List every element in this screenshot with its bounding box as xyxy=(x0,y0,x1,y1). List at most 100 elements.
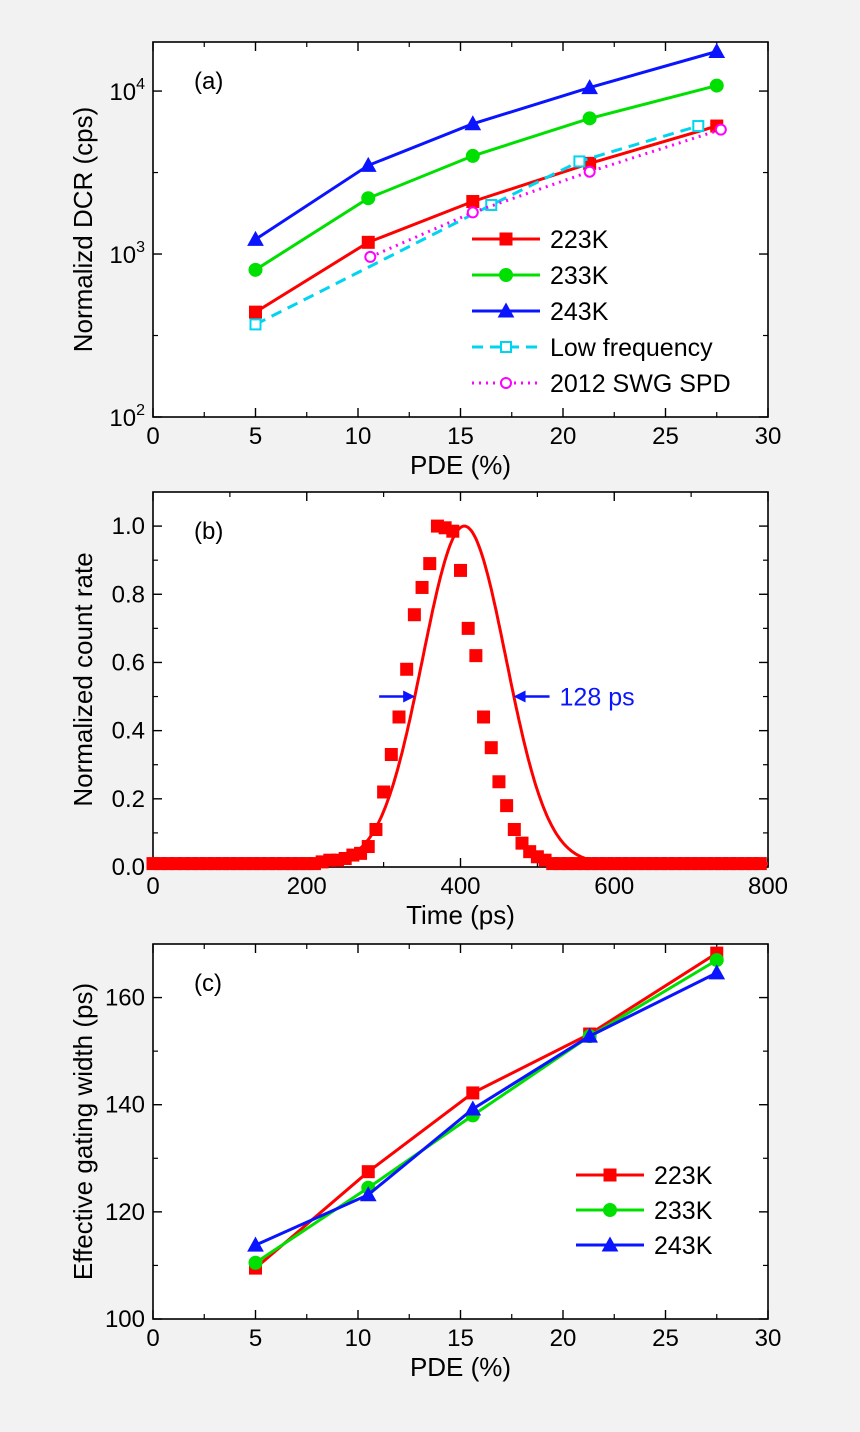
series-243k-point xyxy=(708,42,726,58)
x-tick-label: 5 xyxy=(249,1325,262,1352)
y-axis-label: Effective gating width (ps) xyxy=(68,983,98,1280)
x-tick-label: 600 xyxy=(594,873,634,900)
plot-frame xyxy=(152,943,769,1320)
x-tick-label: 200 xyxy=(287,873,327,900)
series-233k-point xyxy=(709,78,724,93)
x-tick-label: 0 xyxy=(146,423,159,450)
x-tick-label: 20 xyxy=(550,1325,577,1352)
x-tick-label: 25 xyxy=(652,423,679,450)
y-tick-label: 0.6 xyxy=(112,649,145,676)
x-tick-label: 15 xyxy=(447,423,474,450)
series-223k-point xyxy=(466,1086,480,1100)
series-point xyxy=(461,621,475,635)
series-233k-point xyxy=(248,1255,263,1270)
series-point xyxy=(423,557,437,571)
series-223k-point xyxy=(361,1165,375,1179)
legend-marker xyxy=(499,232,513,246)
series-point xyxy=(753,857,767,871)
y-axis-label: Normalizd DCR (cps) xyxy=(68,107,98,353)
series-point xyxy=(415,580,429,594)
legend-marker xyxy=(499,268,513,282)
legend-marker xyxy=(500,341,512,353)
x-tick-label: 10 xyxy=(345,423,372,450)
panel-c-chart: 0 5 10 15 20 25 30 100 120 140 160 PDE (%) Effective… xyxy=(68,943,781,1382)
x-tick-label: 800 xyxy=(748,873,788,900)
x-tick-label: 5 xyxy=(249,423,262,450)
series-point xyxy=(446,524,460,538)
legend-label: Low frequency xyxy=(550,334,713,362)
legend-label: 233K xyxy=(550,262,609,290)
panel-label: (c) xyxy=(194,970,222,997)
y-tick-label: 104 xyxy=(109,76,145,106)
series-point xyxy=(500,799,514,813)
y-tick-label: 103 xyxy=(109,239,145,269)
legend-label: 223K xyxy=(654,1162,713,1190)
x-tick-label: 0 xyxy=(146,1325,159,1352)
series-point xyxy=(507,823,521,836)
y-tick-label: 140 xyxy=(105,1092,145,1119)
x-tick-label: 25 xyxy=(652,1325,679,1352)
legend-label: 243K xyxy=(550,298,609,326)
series-point xyxy=(377,785,391,799)
y-tick-label: 120 xyxy=(105,1199,145,1226)
series-223k-point xyxy=(466,195,480,209)
y-axis-label: Normalized count rate xyxy=(68,552,98,806)
series-point xyxy=(407,608,421,622)
y-tick-label: 0.0 xyxy=(112,854,145,881)
legend-label: 243K xyxy=(654,1232,713,1260)
panel-label: (b) xyxy=(194,518,223,545)
x-tick-label: 10 xyxy=(345,1325,372,1352)
series-243k-point xyxy=(464,115,482,131)
fwhm-arrow-right-head xyxy=(513,690,526,703)
legend-marker xyxy=(500,377,512,389)
series-233k-point xyxy=(361,191,376,206)
series-low-frequency-point xyxy=(485,198,498,211)
panel-label: (a) xyxy=(194,68,223,95)
series-223k-point xyxy=(361,235,375,249)
series-233k-point xyxy=(248,262,263,277)
series-243k-point xyxy=(708,964,726,980)
legend-label: 233K xyxy=(654,1197,713,1225)
series-low-frequency-point xyxy=(692,120,705,133)
series-243k-point xyxy=(247,230,264,246)
y-tick-label: 100 xyxy=(105,1306,145,1333)
panel-a-chart: 0 5 10 15 20 25 30 102 103 104 PDE (%) Normalizd DC… xyxy=(68,41,782,480)
x-axis-label: PDE (%) xyxy=(410,450,511,480)
series-point xyxy=(477,710,491,724)
series-2012-swg-spd-point xyxy=(714,123,727,136)
series-point xyxy=(392,710,406,724)
series-point xyxy=(484,741,498,755)
y-tick-label: 1.0 xyxy=(112,513,145,540)
series-233k-point xyxy=(582,111,597,126)
legend-marker xyxy=(497,302,515,318)
plot-frame xyxy=(152,41,769,418)
fwhm-annotation: 128 ps xyxy=(560,684,635,712)
series-243k-point xyxy=(464,1100,482,1116)
fwhm-arrow-left-head xyxy=(403,690,416,703)
series-2012-swg-spd-point xyxy=(583,165,596,178)
series-low-frequency-point xyxy=(573,155,586,168)
legend-marker xyxy=(603,1203,617,1217)
series-point xyxy=(369,823,383,836)
legend-label: 2012 SWG SPD xyxy=(550,370,731,398)
series-243k-point xyxy=(581,79,598,95)
x-tick-label: 0 xyxy=(146,873,159,900)
y-tick-label: 160 xyxy=(105,985,145,1012)
series-2012-swg-spd-point xyxy=(364,250,377,263)
series-243k-point xyxy=(247,1236,264,1252)
series-243k-point xyxy=(581,1027,598,1043)
series-point xyxy=(400,662,414,676)
series-223k-point xyxy=(249,305,262,319)
series-243k-point xyxy=(359,1186,377,1202)
series-243k-point xyxy=(359,156,377,172)
legend-label: 223K xyxy=(550,226,609,254)
legend-marker xyxy=(603,1168,617,1182)
series-point xyxy=(361,840,375,854)
legend-marker xyxy=(601,1236,619,1252)
panel-b-chart: 0 200 400 600 800 0.0 0.2 0.4 0.6 0.8 1.0 Time (ps)… xyxy=(68,491,788,930)
x-tick-label: 15 xyxy=(447,1325,474,1352)
series-point xyxy=(384,748,398,761)
x-tick-label: 30 xyxy=(755,423,782,450)
x-axis-label: Time (ps) xyxy=(406,900,515,930)
